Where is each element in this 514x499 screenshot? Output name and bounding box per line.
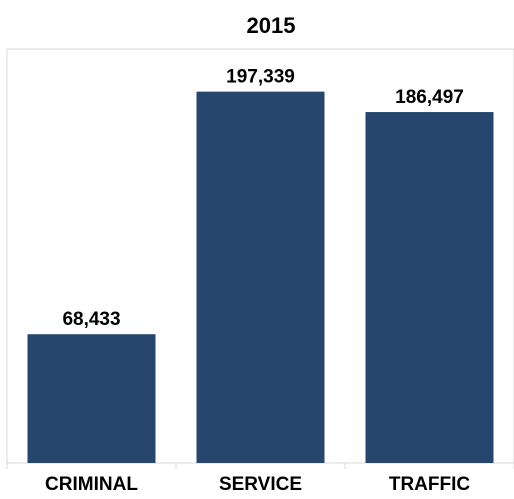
value-label-traffic: 186,497 [395,87,464,108]
chart-title: 2015 [247,13,296,38]
category-label-traffic: TRAFFIC [389,474,471,495]
category-label-criminal: CRIMINAL [45,474,138,495]
value-label-service: 197,339 [226,67,295,88]
x-axis-ticks [6,463,514,469]
category-label-service: SERVICE [219,474,302,495]
bar-criminal [27,334,156,463]
bar-service [196,91,325,463]
value-labels: 68,433 197,339 186,497 [62,67,463,331]
bars [27,91,494,463]
bar-traffic [365,112,494,463]
category-labels: CRIMINAL SERVICE TRAFFIC [45,474,470,495]
value-label-criminal: 68,433 [62,309,120,330]
